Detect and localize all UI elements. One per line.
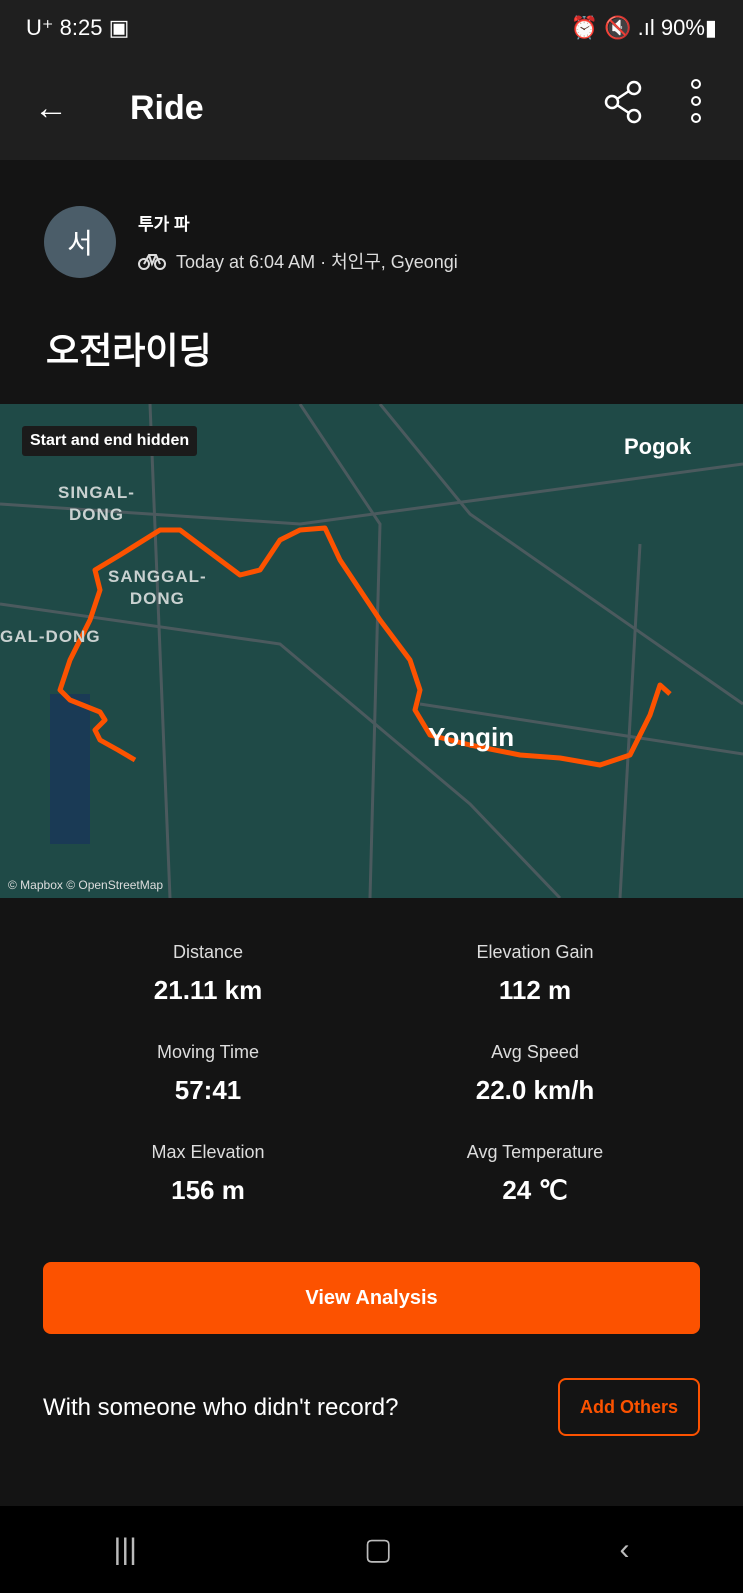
- stat-value: 21.11 km: [153, 975, 263, 1005]
- home-icon[interactable]: ▢: [364, 1533, 393, 1566]
- mute-icon: 🔇: [604, 15, 632, 40]
- more-options-icon[interactable]: [690, 78, 702, 124]
- place-label: Yongin: [428, 722, 515, 752]
- map-roads: [0, 404, 743, 898]
- stat-label: Moving Time: [156, 1042, 260, 1062]
- route-line: [57, 525, 672, 768]
- stat-avg-temperature: Avg Temperature 24 ℃: [385, 1142, 685, 1206]
- activity-meta: Today at 6:04 AM · 처인구, Gyeongi: [138, 248, 458, 274]
- system-nav-bar: ||| ▢ ‹: [0, 1506, 743, 1593]
- signal-icon: .ıl: [637, 15, 655, 40]
- battery-level: 90%: [660, 15, 705, 40]
- recent-apps-icon[interactable]: |||: [113, 1532, 137, 1566]
- privacy-tag: Start and end hidden: [22, 426, 198, 456]
- stat-label: Max Elevation: [151, 1142, 265, 1162]
- activity-title: 오전라이딩: [46, 330, 212, 371]
- place-label: GAL-DONG: [0, 627, 101, 646]
- stat-label: Elevation Gain: [476, 942, 594, 962]
- place-label: SINGAL- DONG: [58, 483, 135, 524]
- clock: 8:25: [59, 15, 103, 40]
- avatar[interactable]: 서: [44, 206, 116, 278]
- stat-distance: Distance 21.11 km: [58, 942, 358, 1006]
- stat-avg-speed: Avg Speed 22.0 km/h: [385, 1042, 685, 1106]
- stat-value: 24 ℃: [502, 1175, 568, 1205]
- stat-label: Avg Temperature: [466, 1142, 604, 1162]
- map-attribution[interactable]: © Mapbox © OpenStreetMap: [8, 878, 164, 892]
- status-right: ⏰ 🔇 .ıl 90%▮: [571, 15, 717, 41]
- battery-icon: ▮: [704, 15, 717, 40]
- system-back-icon[interactable]: ‹: [619, 1532, 630, 1566]
- road-lines: [0, 404, 743, 898]
- avatar-initial: 서: [67, 228, 93, 259]
- with-someone-text: With someone who didn't record?: [43, 1394, 399, 1421]
- alarm-icon: ⏰: [570, 15, 598, 40]
- stat-value: 57:41: [174, 1075, 242, 1105]
- stat-max-elevation: Max Elevation 156 m: [58, 1142, 358, 1206]
- place-label: Pogok: [624, 434, 692, 459]
- status-left: U⁺ 8:25 ▣: [26, 15, 129, 41]
- bike-icon: [138, 254, 166, 270]
- share-icon[interactable]: [604, 80, 644, 124]
- stat-value: 156 m: [171, 1175, 245, 1205]
- athlete-name[interactable]: 투가 파: [138, 215, 190, 234]
- stat-elevation-gain: Elevation Gain 112 m: [385, 942, 685, 1006]
- stat-value: 22.0 km/h: [475, 1075, 595, 1105]
- stat-label: Avg Speed: [491, 1042, 579, 1062]
- lake: [50, 694, 90, 844]
- stat-value: 112 m: [498, 975, 572, 1005]
- place-label: SANGGAL- DONG: [108, 567, 207, 608]
- app-bar: ← Ride: [0, 56, 743, 160]
- status-bar: U⁺ 8:25 ▣ ⏰ 🔇 .ıl 90%▮: [0, 0, 743, 56]
- date-location: Today at 6:04 AM · 처인구, Gyeongi: [176, 252, 458, 272]
- view-analysis-button[interactable]: View Analysis: [43, 1262, 700, 1334]
- stat-moving-time: Moving Time 57:41: [58, 1042, 358, 1106]
- gallery-icon: ▣: [108, 15, 130, 40]
- stat-label: Distance: [172, 942, 244, 962]
- add-others-button[interactable]: Add Others: [558, 1378, 700, 1436]
- carrier: U⁺: [26, 15, 54, 40]
- page-title: Ride: [130, 88, 204, 127]
- route-map[interactable]: Start and end hidden SINGAL- DONG SANGGA…: [0, 404, 743, 898]
- back-arrow-icon[interactable]: ←: [34, 88, 68, 127]
